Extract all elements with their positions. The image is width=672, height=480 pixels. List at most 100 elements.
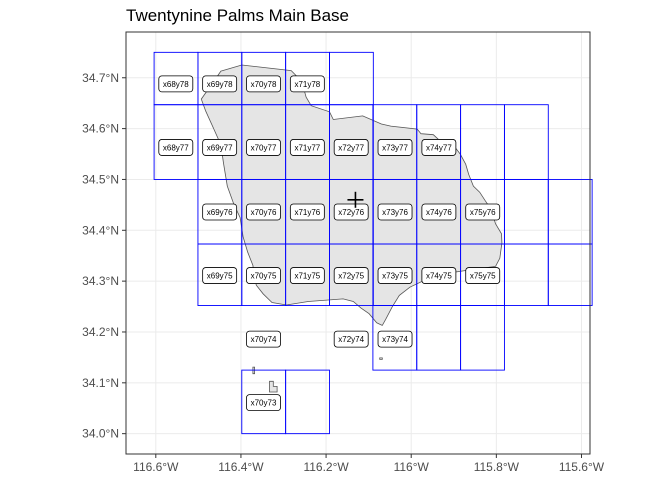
tile-label-box <box>377 267 413 284</box>
tile-labels: x68y78 x69y78 x70y78 x71y78 x68y77 x69y77 x70y… <box>158 75 501 412</box>
tile-label-text: x71y75 <box>294 272 320 281</box>
tile-label-box <box>377 330 413 348</box>
tile-label-text: x70y74 <box>251 335 277 344</box>
tile-cell-r4-c2 <box>460 305 505 371</box>
tile-cell-r0-c4 <box>329 51 374 106</box>
y-tick-label: 34.5°N <box>82 172 119 186</box>
tile-label: x71y77 <box>289 139 325 156</box>
tile-label: x71y78 <box>289 75 325 93</box>
map-title: Twentynine Palms Main Base <box>126 6 349 25</box>
tile-label-box <box>158 75 194 93</box>
tile-label: x72y74 <box>333 330 369 348</box>
tile-label: x71y75 <box>289 267 325 284</box>
tile-label-text: x74y76 <box>426 208 452 217</box>
tile-label-text: x73y74 <box>382 335 408 344</box>
base-parcel-1 <box>269 380 278 393</box>
tile-label: x75y75 <box>465 267 501 284</box>
tile-label: x68y77 <box>158 139 194 156</box>
y-tick-label: 34.3°N <box>82 274 119 288</box>
tile-label: x74y75 <box>421 267 457 284</box>
tile-label-box <box>465 203 501 221</box>
tile-label-box <box>202 203 238 221</box>
tile-label-box <box>333 139 369 156</box>
x-tick-label: 116.4°W <box>218 460 264 474</box>
tile-label-text: x68y77 <box>163 143 189 152</box>
tile-label-box <box>333 330 369 348</box>
tile-label: x74y76 <box>421 203 457 221</box>
tile-label-box <box>333 267 369 284</box>
tile-label: x73y77 <box>377 139 413 156</box>
tile-label-box <box>377 139 413 156</box>
tile-label-box <box>333 203 369 221</box>
tile-cell-r3-c7 <box>503 243 549 306</box>
tile-label: x73y76 <box>377 203 413 221</box>
tile-cell-r3-c8 <box>547 243 593 306</box>
tile-label-text: x74y75 <box>426 272 452 281</box>
tile-label-box <box>158 139 194 156</box>
tile-label-box <box>246 267 281 284</box>
tile-label-box <box>246 203 281 221</box>
tile-label: x72y76 <box>333 203 369 221</box>
tile-label: x70y78 <box>246 75 281 93</box>
tile-label: x69y77 <box>202 139 238 156</box>
tile-label: x69y75 <box>202 267 238 284</box>
tile-label-text: x69y75 <box>207 272 233 281</box>
tile-grid <box>153 51 593 435</box>
tile-label-box <box>465 267 501 284</box>
tile-label-text: x70y75 <box>251 272 277 281</box>
tile-label: x70y77 <box>246 139 281 156</box>
tile-label-text: x74y77 <box>426 143 452 152</box>
tile-label-text: x73y76 <box>382 208 408 217</box>
tile-label-text: x70y73 <box>251 399 277 408</box>
tile-label-text: x70y77 <box>251 143 277 152</box>
tile-cell-r2-c7 <box>503 178 549 245</box>
tile-label-text: x72y75 <box>338 272 364 281</box>
tile-label-text: x69y76 <box>207 208 233 217</box>
tile-label: x73y75 <box>377 267 413 284</box>
tile-label-box <box>246 75 281 93</box>
tile-label-text: x75y75 <box>470 272 496 281</box>
panel-border <box>125 31 591 455</box>
y-tick-label: 34.7°N <box>82 71 119 85</box>
base-parcel-2 <box>379 357 383 360</box>
tile-label-text: x69y78 <box>207 80 233 89</box>
center-marker <box>347 191 364 208</box>
tile-label: x70y74 <box>246 330 281 348</box>
x-tick-label: 116.2°W <box>303 460 349 474</box>
tile-label: x73y74 <box>377 330 413 348</box>
tile-label-text: x75y76 <box>470 208 496 217</box>
tile-label-box <box>246 394 281 412</box>
tile-label-box <box>202 75 238 93</box>
tile-label: x74y77 <box>421 139 457 156</box>
tile-cell-r5-c1 <box>285 369 330 435</box>
base-polygon <box>200 64 503 326</box>
tile-label: x70y73 <box>246 394 281 412</box>
axes: 116.6°W 116.4°W 116.2°W 116°W 115.8°W 115.6°W… <box>82 71 605 474</box>
tile-label: x69y78 <box>202 75 238 93</box>
tile-label: x75y76 <box>465 203 501 221</box>
tile-label: x71y76 <box>289 203 325 221</box>
x-tick-label: 115.8°W <box>474 460 520 474</box>
tile-label-box <box>246 330 281 348</box>
tile-label-box <box>289 267 325 284</box>
tile-cell-r4-c1 <box>416 305 462 371</box>
tile-label-text: x71y76 <box>294 208 320 217</box>
tile-label: x72y77 <box>333 139 369 156</box>
plus-icon <box>347 191 364 208</box>
tile-label-text: x72y74 <box>338 335 364 344</box>
x-tick-label: 116°W <box>394 460 430 474</box>
x-tick-label: 115.6°W <box>559 460 605 474</box>
tile-label-box <box>421 139 457 156</box>
tile-label-text: x73y77 <box>382 143 408 152</box>
tile-cell-r2-c8 <box>547 178 593 245</box>
tile-label-text: x71y78 <box>294 80 320 89</box>
tile-label-text: x72y77 <box>338 143 364 152</box>
tile-label-box <box>202 267 238 284</box>
y-tick-label: 34.4°N <box>82 223 119 237</box>
x-tick-label: 116.6°W <box>133 460 179 474</box>
y-tick-label: 34.1°N <box>82 376 119 390</box>
tile-label-text: x68y78 <box>163 80 189 89</box>
tile-label-box <box>421 267 457 284</box>
tile-label: x69y76 <box>202 203 238 221</box>
